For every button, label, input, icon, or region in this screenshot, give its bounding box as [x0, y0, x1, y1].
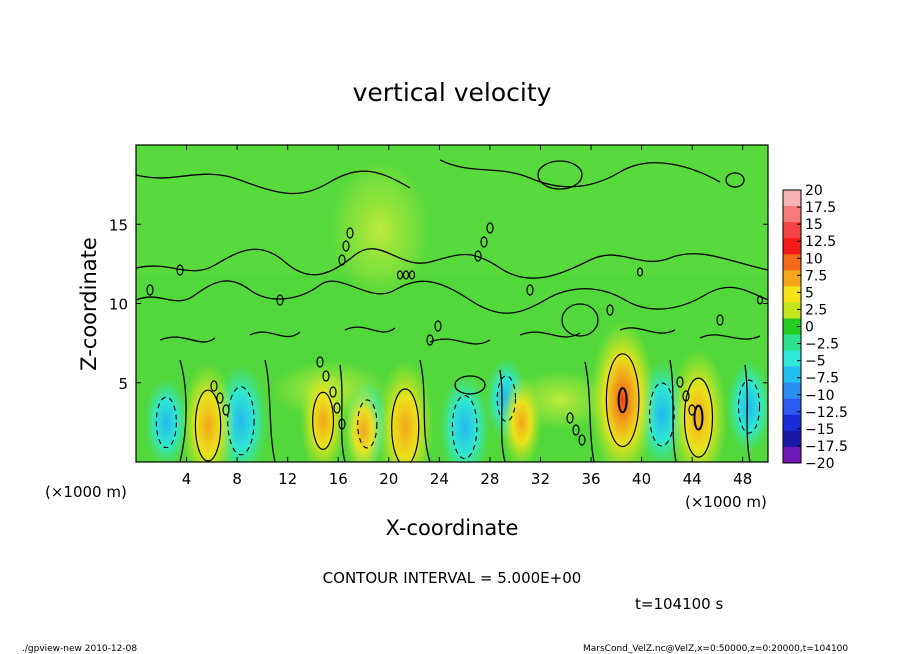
colorbar-label: 20	[805, 183, 823, 199]
updraft-cell	[501, 376, 542, 462]
contour-lines	[136, 159, 768, 462]
downdraft-cell	[144, 376, 189, 462]
downdraft-contour	[496, 375, 517, 422]
updraft-contour	[391, 388, 420, 462]
x-tick-label: 20	[379, 470, 398, 488]
downdraft-cell	[726, 359, 768, 455]
updraft-contour	[194, 389, 222, 462]
colorbar-swatch	[783, 190, 801, 207]
colorbar-swatch	[783, 398, 801, 416]
colorbar-swatch	[783, 366, 801, 384]
time-label: t=104100 s	[635, 595, 723, 613]
colorbar-swatch	[783, 350, 801, 368]
x-tick-label: 40	[632, 470, 651, 488]
x-axis-label: X-coordinate	[386, 516, 519, 540]
plot-area	[136, 145, 768, 462]
x-tick-label: 36	[581, 470, 600, 488]
x-tick-label: 24	[430, 470, 449, 488]
x-tick-label: 8	[232, 470, 242, 488]
colorbar-label: −7.5	[805, 371, 839, 387]
downdraft-contour	[357, 399, 378, 449]
colorbar-swatch	[783, 206, 801, 223]
colorbar-swatch	[783, 414, 801, 432]
colorbar-swatch	[783, 446, 801, 464]
colorbar-label: −12.5	[805, 405, 848, 421]
footer-right: MarsCond_VelZ.nc@VelZ,x=0:50000,z=0:2000…	[583, 644, 848, 654]
colorbar-label: 0	[805, 320, 814, 336]
x-tick-label: 28	[480, 470, 499, 488]
colorbar-swatch	[783, 334, 801, 351]
updraft-cell	[300, 366, 347, 462]
colorbar-label: −2.5	[805, 337, 839, 353]
y-axis: 5 10 15	[109, 216, 768, 393]
colorbar-swatch	[783, 254, 801, 271]
downdraft-contour	[737, 379, 761, 434]
y-tick-label: 5	[118, 375, 128, 393]
footer-left: ./gpview-new 2010-12-08	[22, 644, 137, 654]
updraft-contour	[683, 377, 714, 458]
x-tick-label: 16	[329, 470, 348, 488]
colorbar-label: 5	[805, 285, 814, 301]
y-tick-label: 15	[109, 216, 128, 234]
downdraft-contour	[227, 386, 255, 456]
colorbar-label: −5	[805, 354, 826, 370]
y-axis-label: Z-coordinate	[77, 237, 101, 371]
colorbar-label: −17.5	[805, 439, 848, 455]
downdraft-contour	[451, 395, 478, 460]
colorbar-swatch	[783, 222, 801, 239]
updraft-contour-inner	[693, 404, 704, 431]
colorbar-label: 12.5	[805, 234, 836, 250]
colorbar-label: −20	[805, 456, 835, 472]
x-unit-left: (×1000 m)	[45, 483, 127, 501]
x-tick-label: 48	[733, 470, 752, 488]
upper-weak-updraft	[330, 160, 430, 300]
colorbar-swatch	[783, 238, 801, 255]
downdraft-cell	[438, 372, 491, 462]
updraft-contour-inner	[617, 387, 628, 414]
colorbar-swatch	[783, 430, 801, 448]
updraft-contour	[605, 353, 640, 448]
colorbar-label: −10	[805, 388, 835, 404]
colorbar-swatch	[783, 270, 801, 287]
updraft-cell	[181, 361, 235, 462]
updraft-contour	[312, 391, 335, 450]
x-tick-label: 32	[531, 470, 550, 488]
colorbar-swatch	[783, 286, 801, 303]
colorbar-label: 2.5	[805, 302, 827, 318]
colorbar-swatch	[783, 302, 801, 319]
downdraft-contour	[648, 382, 675, 447]
colorbar-swatch	[783, 318, 801, 335]
updraft-cell	[589, 320, 656, 462]
downdraft-contour	[155, 396, 177, 449]
x-unit-right: (×1000 m)	[685, 493, 767, 511]
colorbar-swatch	[783, 382, 801, 400]
colorbar-label: 17.5	[805, 200, 836, 216]
x-tick-label: 12	[278, 470, 297, 488]
x-axis: 4 8 12 16 20 24 28 32 36 40 44 48	[182, 145, 752, 488]
updraft-cell	[376, 359, 434, 462]
contour-small-cells	[146, 222, 764, 446]
colorbar-label: 10	[805, 251, 823, 267]
x-tick-label: 4	[182, 470, 192, 488]
x-tick-label: 44	[683, 470, 702, 488]
colorbar-label: 15	[805, 217, 823, 233]
colorbar-label: −15	[805, 422, 835, 438]
colorbar-label: 7.5	[805, 268, 827, 284]
contour-interval: CONTOUR INTERVAL = 5.000E+00	[323, 569, 582, 587]
y-tick-label: 10	[109, 296, 128, 314]
updraft-cell	[669, 347, 728, 462]
chart-title: vertical velocity	[353, 78, 552, 107]
